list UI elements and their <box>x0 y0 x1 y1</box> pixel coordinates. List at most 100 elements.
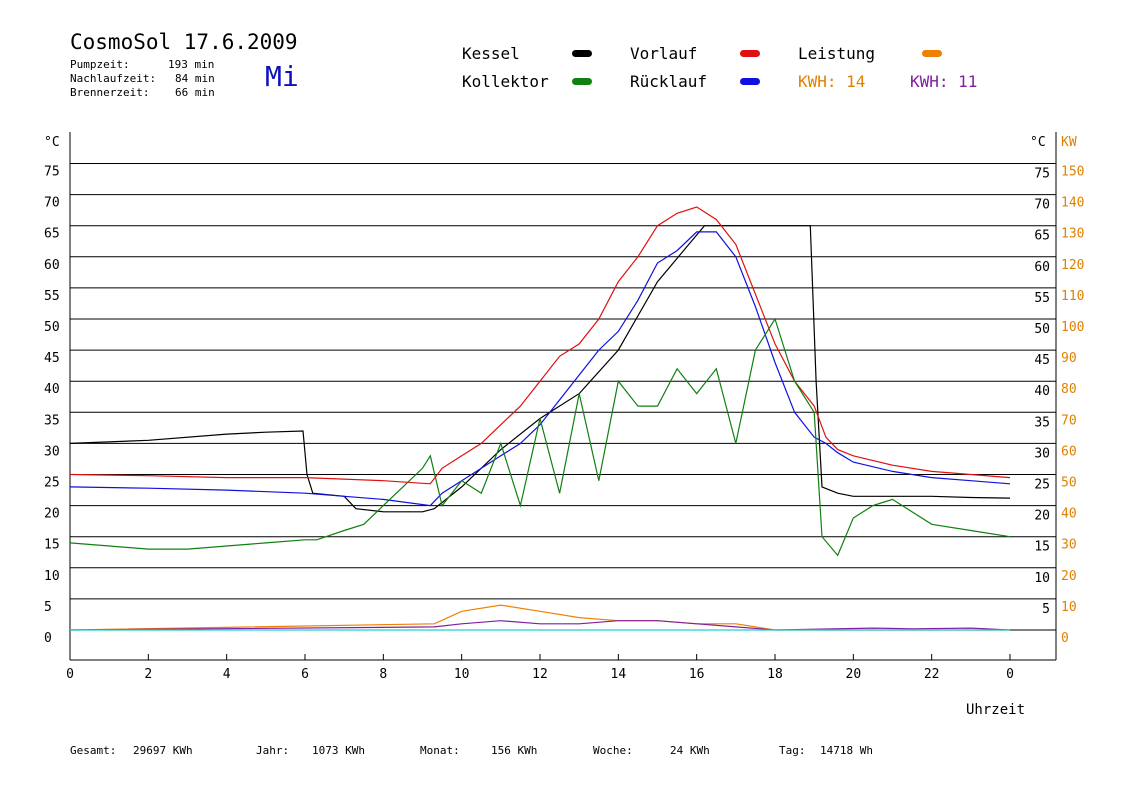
x-tick-label: 6 <box>301 667 309 682</box>
series-line-5 <box>69 620 1011 631</box>
legend-ruecklauf-label: Rücklauf <box>630 72 708 91</box>
y-tick-label: 50 <box>44 320 60 335</box>
kw-tick-label: 130 <box>1061 227 1084 242</box>
x-tick-label: 10 <box>454 667 470 682</box>
legend-kessel-label: Kessel <box>462 44 520 63</box>
kw-tick-label: 30 <box>1061 538 1077 553</box>
y-tick-label: 10 <box>44 569 60 584</box>
y-right-tick-label: 40 <box>1034 384 1050 399</box>
kw-tick-label: 120 <box>1061 258 1084 273</box>
kw-tick-label: 50 <box>1061 476 1077 491</box>
kw-tick-label: 110 <box>1061 289 1084 304</box>
y-right-tick-label: 15 <box>1034 540 1050 555</box>
kw-tick-label: 40 <box>1061 507 1077 522</box>
y-tick-label: 20 <box>44 507 60 522</box>
y-tick-label: 70 <box>44 196 60 211</box>
legend-vorlauf-label: Vorlauf <box>630 44 698 63</box>
stat-value-nachlauf: 84 min <box>175 72 215 85</box>
series-line-2 <box>69 231 1011 507</box>
y-tick-label: 15 <box>44 538 60 553</box>
y-tick-label: 40 <box>44 382 60 397</box>
y-right-tick-label: 75 <box>1034 167 1050 182</box>
footer-gesamt-value: 29697 KWh <box>133 744 193 757</box>
x-tick-label: 16 <box>689 667 705 682</box>
y-right-tick-label: 35 <box>1034 415 1050 430</box>
kw-tick-label: 70 <box>1061 413 1077 428</box>
y-tick-label: 5 <box>44 600 52 615</box>
y-unit-right: °C <box>1030 135 1046 150</box>
chart-title: CosmoSol 17.6.2009 <box>70 30 298 54</box>
y-right-tick-label: 50 <box>1034 322 1050 337</box>
weekday-label: Mi <box>265 60 299 93</box>
footer-woche-value: 24 KWh <box>670 744 710 757</box>
series-line-1 <box>69 206 1011 485</box>
y-tick-label: 60 <box>44 258 60 273</box>
y-tick-label: 75 <box>44 165 60 180</box>
x-tick-label: 12 <box>532 667 548 682</box>
footer-jahr-label: Jahr: <box>256 744 290 757</box>
x-tick-label: 2 <box>144 667 152 682</box>
footer-jahr-value: 1073 KWh <box>312 744 365 757</box>
y-tick-label: 25 <box>44 476 60 491</box>
stat-value-brenner: 66 min <box>175 86 215 99</box>
legend-leistung-swatch <box>922 50 942 57</box>
kw-tick-label: 150 <box>1061 165 1084 180</box>
y-right-tick-label: 30 <box>1034 446 1050 461</box>
legend-vorlauf-swatch <box>740 50 760 57</box>
y-tick-label: 30 <box>44 444 60 459</box>
legend-kollektor-swatch <box>572 78 592 85</box>
y-right-tick-label: 20 <box>1034 509 1050 524</box>
y-right-tick-label: 45 <box>1034 353 1050 368</box>
x-tick-label: 0 <box>1006 667 1014 682</box>
kw-tick-label: 100 <box>1061 320 1084 335</box>
y-right-tick-label: 70 <box>1034 198 1050 213</box>
stat-value-pump: 193 min <box>168 58 215 71</box>
stat-label-nachlauf: Nachlaufzeit: <box>70 72 157 85</box>
x-axis-label: Uhrzeit <box>966 702 1025 718</box>
kw-tick-label: 90 <box>1061 351 1077 366</box>
x-tick-label: 20 <box>846 667 862 682</box>
x-tick-label: 8 <box>379 667 387 682</box>
x-tick-label: 4 <box>223 667 231 682</box>
y-right-tick-label: 60 <box>1034 260 1050 275</box>
series-line-4 <box>69 604 1010 631</box>
y-tick-label: 0 <box>44 631 52 646</box>
y-tick-label: 35 <box>44 413 60 428</box>
stat-label-brenner: Brennerzeit: <box>70 86 150 99</box>
y-tick-label: 55 <box>44 289 60 304</box>
footer-woche-label: Woche: <box>593 744 633 757</box>
legend-kollektor-label: Kollektor <box>462 72 549 91</box>
y-right-tick-label: 10 <box>1034 571 1050 586</box>
kw-tick-label: 80 <box>1061 382 1077 397</box>
legend-kwh-purple: KWH: 11 <box>910 72 978 91</box>
y-right-tick-label: 65 <box>1034 229 1050 244</box>
footer-tag-label: Tag: <box>779 744 806 757</box>
kw-tick-label: 10 <box>1061 600 1077 615</box>
footer-monat-label: Monat: <box>420 744 460 757</box>
stat-label-pump: Pumpzeit: <box>70 58 130 71</box>
x-tick-label: 22 <box>924 667 940 682</box>
y-tick-label: 65 <box>44 227 60 242</box>
y-tick-label: 45 <box>44 351 60 366</box>
footer-monat-value: 156 KWh <box>491 744 538 757</box>
legend-leistung-label: Leistung <box>798 44 876 63</box>
y-right-tick-label: 55 <box>1034 291 1050 306</box>
x-tick-label: 18 <box>767 667 783 682</box>
footer-gesamt-label: Gesamt: <box>70 744 117 757</box>
x-tick-label: 0 <box>66 667 74 682</box>
y-right-tick-label: 25 <box>1034 478 1050 493</box>
kw-tick-label: 0 <box>1061 631 1069 646</box>
kw-unit-label: KW <box>1061 135 1077 150</box>
y-unit-left: °C <box>44 135 60 150</box>
x-tick-label: 14 <box>611 667 627 682</box>
series-line-0 <box>69 225 1011 513</box>
footer-tag-value: 14718 Wh <box>820 744 873 757</box>
kw-tick-label: 140 <box>1061 196 1084 211</box>
y-right-tick-label: 5 <box>1042 602 1050 617</box>
kw-tick-label: 60 <box>1061 444 1077 459</box>
legend-kwh-orange: KWH: 14 <box>798 72 866 91</box>
legend-ruecklauf-swatch <box>740 78 760 85</box>
legend-kessel-swatch <box>572 50 592 57</box>
series-line-3 <box>69 317 1011 557</box>
